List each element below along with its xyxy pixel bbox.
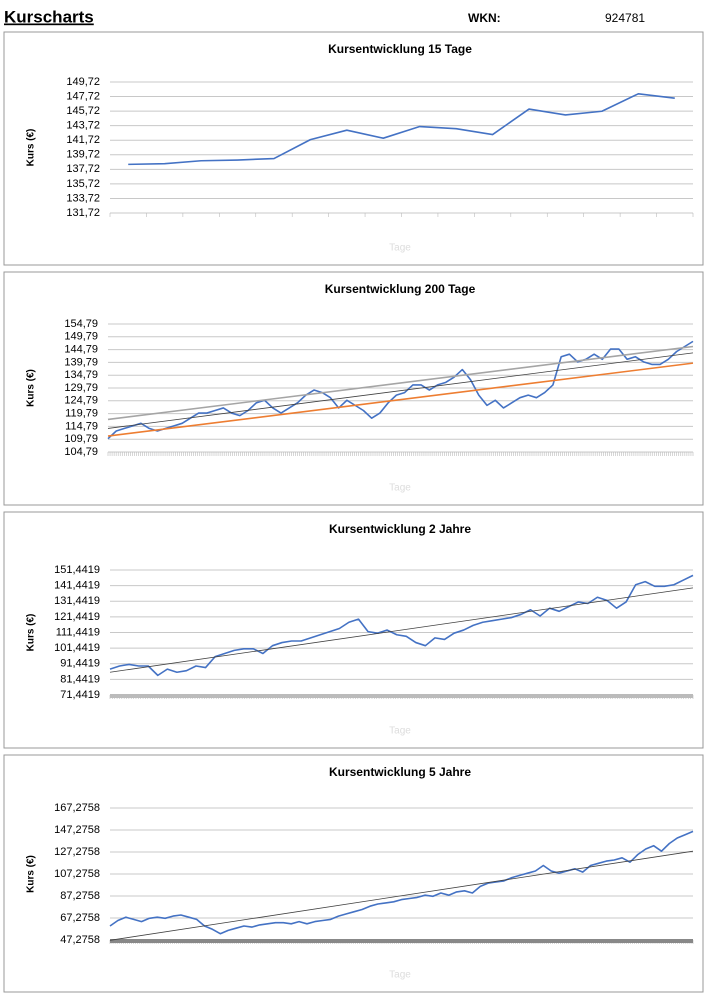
y-tick-label: 119,79 (65, 408, 98, 420)
y-tick-label: 104,79 (64, 446, 98, 458)
y-axis-title: Kurs (€) (26, 855, 37, 893)
y-tick-label: 134,79 (64, 369, 98, 381)
chart: Kursentwicklung 200 Tage Kurs (€) Tage 104,… (3, 271, 704, 506)
y-tick-label: 149,79 (64, 331, 98, 343)
y-tick-label: 124,79 (64, 395, 98, 407)
chart-title: Kursentwicklung 5 Jahre (329, 765, 471, 779)
y-tick-label: 131,72 (66, 207, 100, 219)
y-tick-label: 87,2758 (60, 890, 100, 902)
y-tick-label: 139,72 (66, 149, 100, 161)
y-tick-label: 135,72 (66, 178, 100, 190)
chart-title: Kursentwicklung 2 Jahre (329, 522, 471, 536)
y-axis-title: Kurs (€) (26, 129, 37, 167)
y-tick-label: 149,72 (66, 76, 100, 88)
x-axis-title: Tage (389, 483, 411, 494)
trend-line (107, 362, 694, 437)
y-tick-label: 129,79 (64, 382, 98, 394)
y-tick-label: 133,72 (66, 192, 100, 204)
y-tick-label: 145,72 (66, 105, 100, 117)
trend-line (107, 345, 694, 421)
y-tick-label: 167,2758 (54, 802, 100, 814)
wkn-label: WKN: (468, 11, 501, 25)
y-tick-label: 71,4419 (60, 689, 100, 701)
price-line (109, 830, 694, 935)
trend-line (107, 352, 694, 429)
chart-title: Kursentwicklung 200 Tage (325, 282, 476, 296)
y-tick-label: 141,72 (66, 134, 100, 146)
trend-line (109, 850, 694, 941)
wkn-value: 924781 (605, 11, 645, 25)
y-tick-label: 107,2758 (54, 868, 100, 880)
y-tick-label: 143,72 (66, 120, 100, 132)
y-tick-label: 121,4419 (54, 611, 100, 623)
y-tick-label: 147,72 (66, 90, 100, 102)
y-tick-label: 144,79 (64, 344, 98, 356)
y-tick-label: 147,2758 (54, 824, 100, 836)
price-line (109, 574, 694, 677)
y-tick-label: 67,2758 (60, 912, 100, 924)
y-axis-title: Kurs (€) (26, 614, 37, 652)
chart-frame (3, 31, 704, 266)
y-tick-label: 137,72 (66, 163, 100, 175)
y-tick-label: 111,4419 (56, 626, 100, 638)
trend-line (109, 587, 694, 673)
chart-frame (3, 511, 704, 749)
y-tick-label: 131,4419 (54, 595, 100, 607)
y-tick-label: 91,4419 (60, 658, 100, 670)
y-axis-title: Kurs (€) (26, 369, 37, 407)
x-axis-title: Tage (389, 970, 411, 981)
y-tick-label: 114,79 (65, 420, 98, 432)
y-tick-label: 139,79 (64, 356, 98, 368)
y-tick-label: 127,2758 (54, 846, 100, 858)
x-axis-band (110, 939, 693, 943)
x-axis-title: Tage (389, 243, 411, 254)
y-tick-label: 81,4419 (60, 673, 100, 685)
y-tick-label: 47,2758 (60, 934, 100, 946)
y-tick-label: 151,4419 (54, 564, 100, 576)
chart: Kursentwicklung 2 Jahre Kurs (€) Tage 71,44… (3, 511, 704, 749)
chart: Kursentwicklung 15 Tage Kurs (€) Tage 131,7… (3, 31, 704, 266)
price-line (107, 340, 694, 440)
chart: Kursentwicklung 5 Jahre Kurs (€) Tage 47,27… (3, 754, 704, 993)
x-axis-band (110, 694, 693, 698)
y-tick-label: 154,79 (64, 318, 98, 330)
y-tick-label: 101,4419 (54, 642, 100, 654)
chart-title: Kursentwicklung 15 Tage (328, 42, 472, 56)
y-tick-label: 141,4419 (54, 580, 100, 592)
page-title: Kurscharts (4, 7, 94, 26)
price-line (128, 92, 675, 166)
x-axis-title: Tage (389, 726, 411, 737)
y-tick-label: 109,79 (64, 433, 98, 445)
